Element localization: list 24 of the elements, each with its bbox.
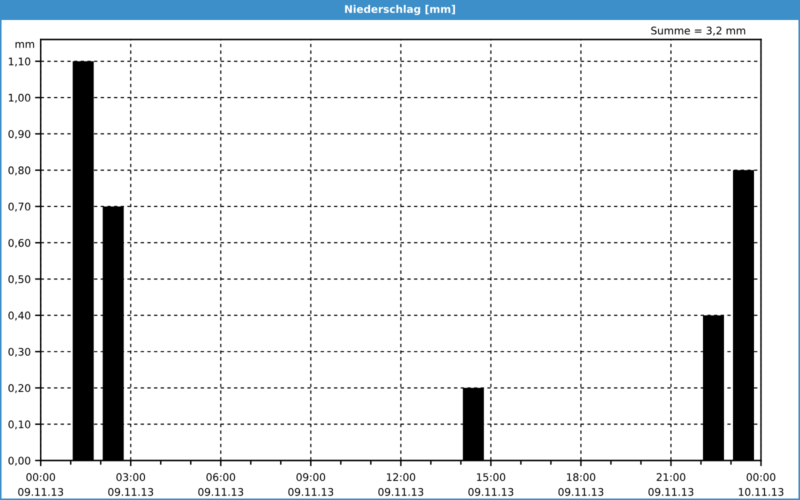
y-tick-label: 0,80 — [8, 166, 30, 176]
x-tick-label: 21:00 09.11.13 — [648, 473, 694, 496]
y-tick-label: 0,20 — [8, 384, 30, 394]
y-tick-label: 0,90 — [8, 130, 30, 140]
x-tick-label: 09:00 09.11.13 — [288, 473, 334, 496]
y-tick-label: 0,30 — [8, 348, 30, 357]
y-tick-label: 0,60 — [8, 238, 30, 248]
y-tick-label: 1,10 — [8, 58, 30, 66]
x-tick-label: 00:00 10.11.13 — [738, 473, 784, 496]
y-tick-label: 0,10 — [8, 420, 30, 430]
x-tick-label: 12:00 09.11.13 — [378, 473, 424, 496]
x-tick-label: 06:00 09.11.13 — [198, 473, 244, 496]
x-tick-label: 03:00 09.11.13 — [108, 473, 154, 496]
text: Summe = 3,2 mm — [651, 26, 746, 36]
x-tick-label: 18:00 09.11.13 — [558, 473, 604, 496]
x-tick-label: 15:00 09.11.13 — [468, 473, 514, 496]
y-tick-label: 0,70 — [8, 202, 30, 212]
y-tick-label: 0,50 — [8, 275, 30, 284]
chart-title: Niederschlag [mm] — [345, 4, 455, 16]
y-tick-label: 0,40 — [8, 312, 30, 320]
y-tick-label: 0,00 — [8, 456, 30, 466]
x-tick-label: 00:00 09.11.13 — [18, 473, 64, 496]
y-axis-title: mm — [16, 42, 34, 48]
y-tick-label: 1,00 — [8, 94, 30, 103]
